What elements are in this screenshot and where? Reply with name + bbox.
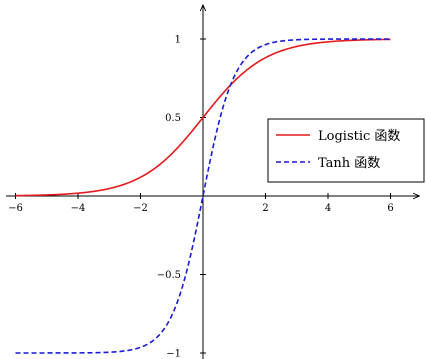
y-tick-label: −1: [166, 349, 181, 359]
legend-box: [267, 118, 425, 183]
x-tick-label: −2: [133, 203, 148, 214]
x-tick-label: 6: [387, 203, 393, 214]
y-tick-label: −0.5: [157, 270, 181, 281]
x-tick-label: 2: [262, 203, 268, 214]
y-tick-label: 1: [175, 35, 181, 46]
legend-label-logistic: Logistic 函数: [318, 129, 400, 144]
x-tick-label: −4: [71, 203, 86, 214]
legend-label-tanh: Tanh 函数: [318, 156, 380, 171]
series-line-logistic: [15, 38, 391, 197]
y-tick-label: 0.5: [165, 113, 181, 124]
x-tick-label: 4: [325, 203, 331, 214]
x-tick-label: −6: [8, 203, 23, 214]
